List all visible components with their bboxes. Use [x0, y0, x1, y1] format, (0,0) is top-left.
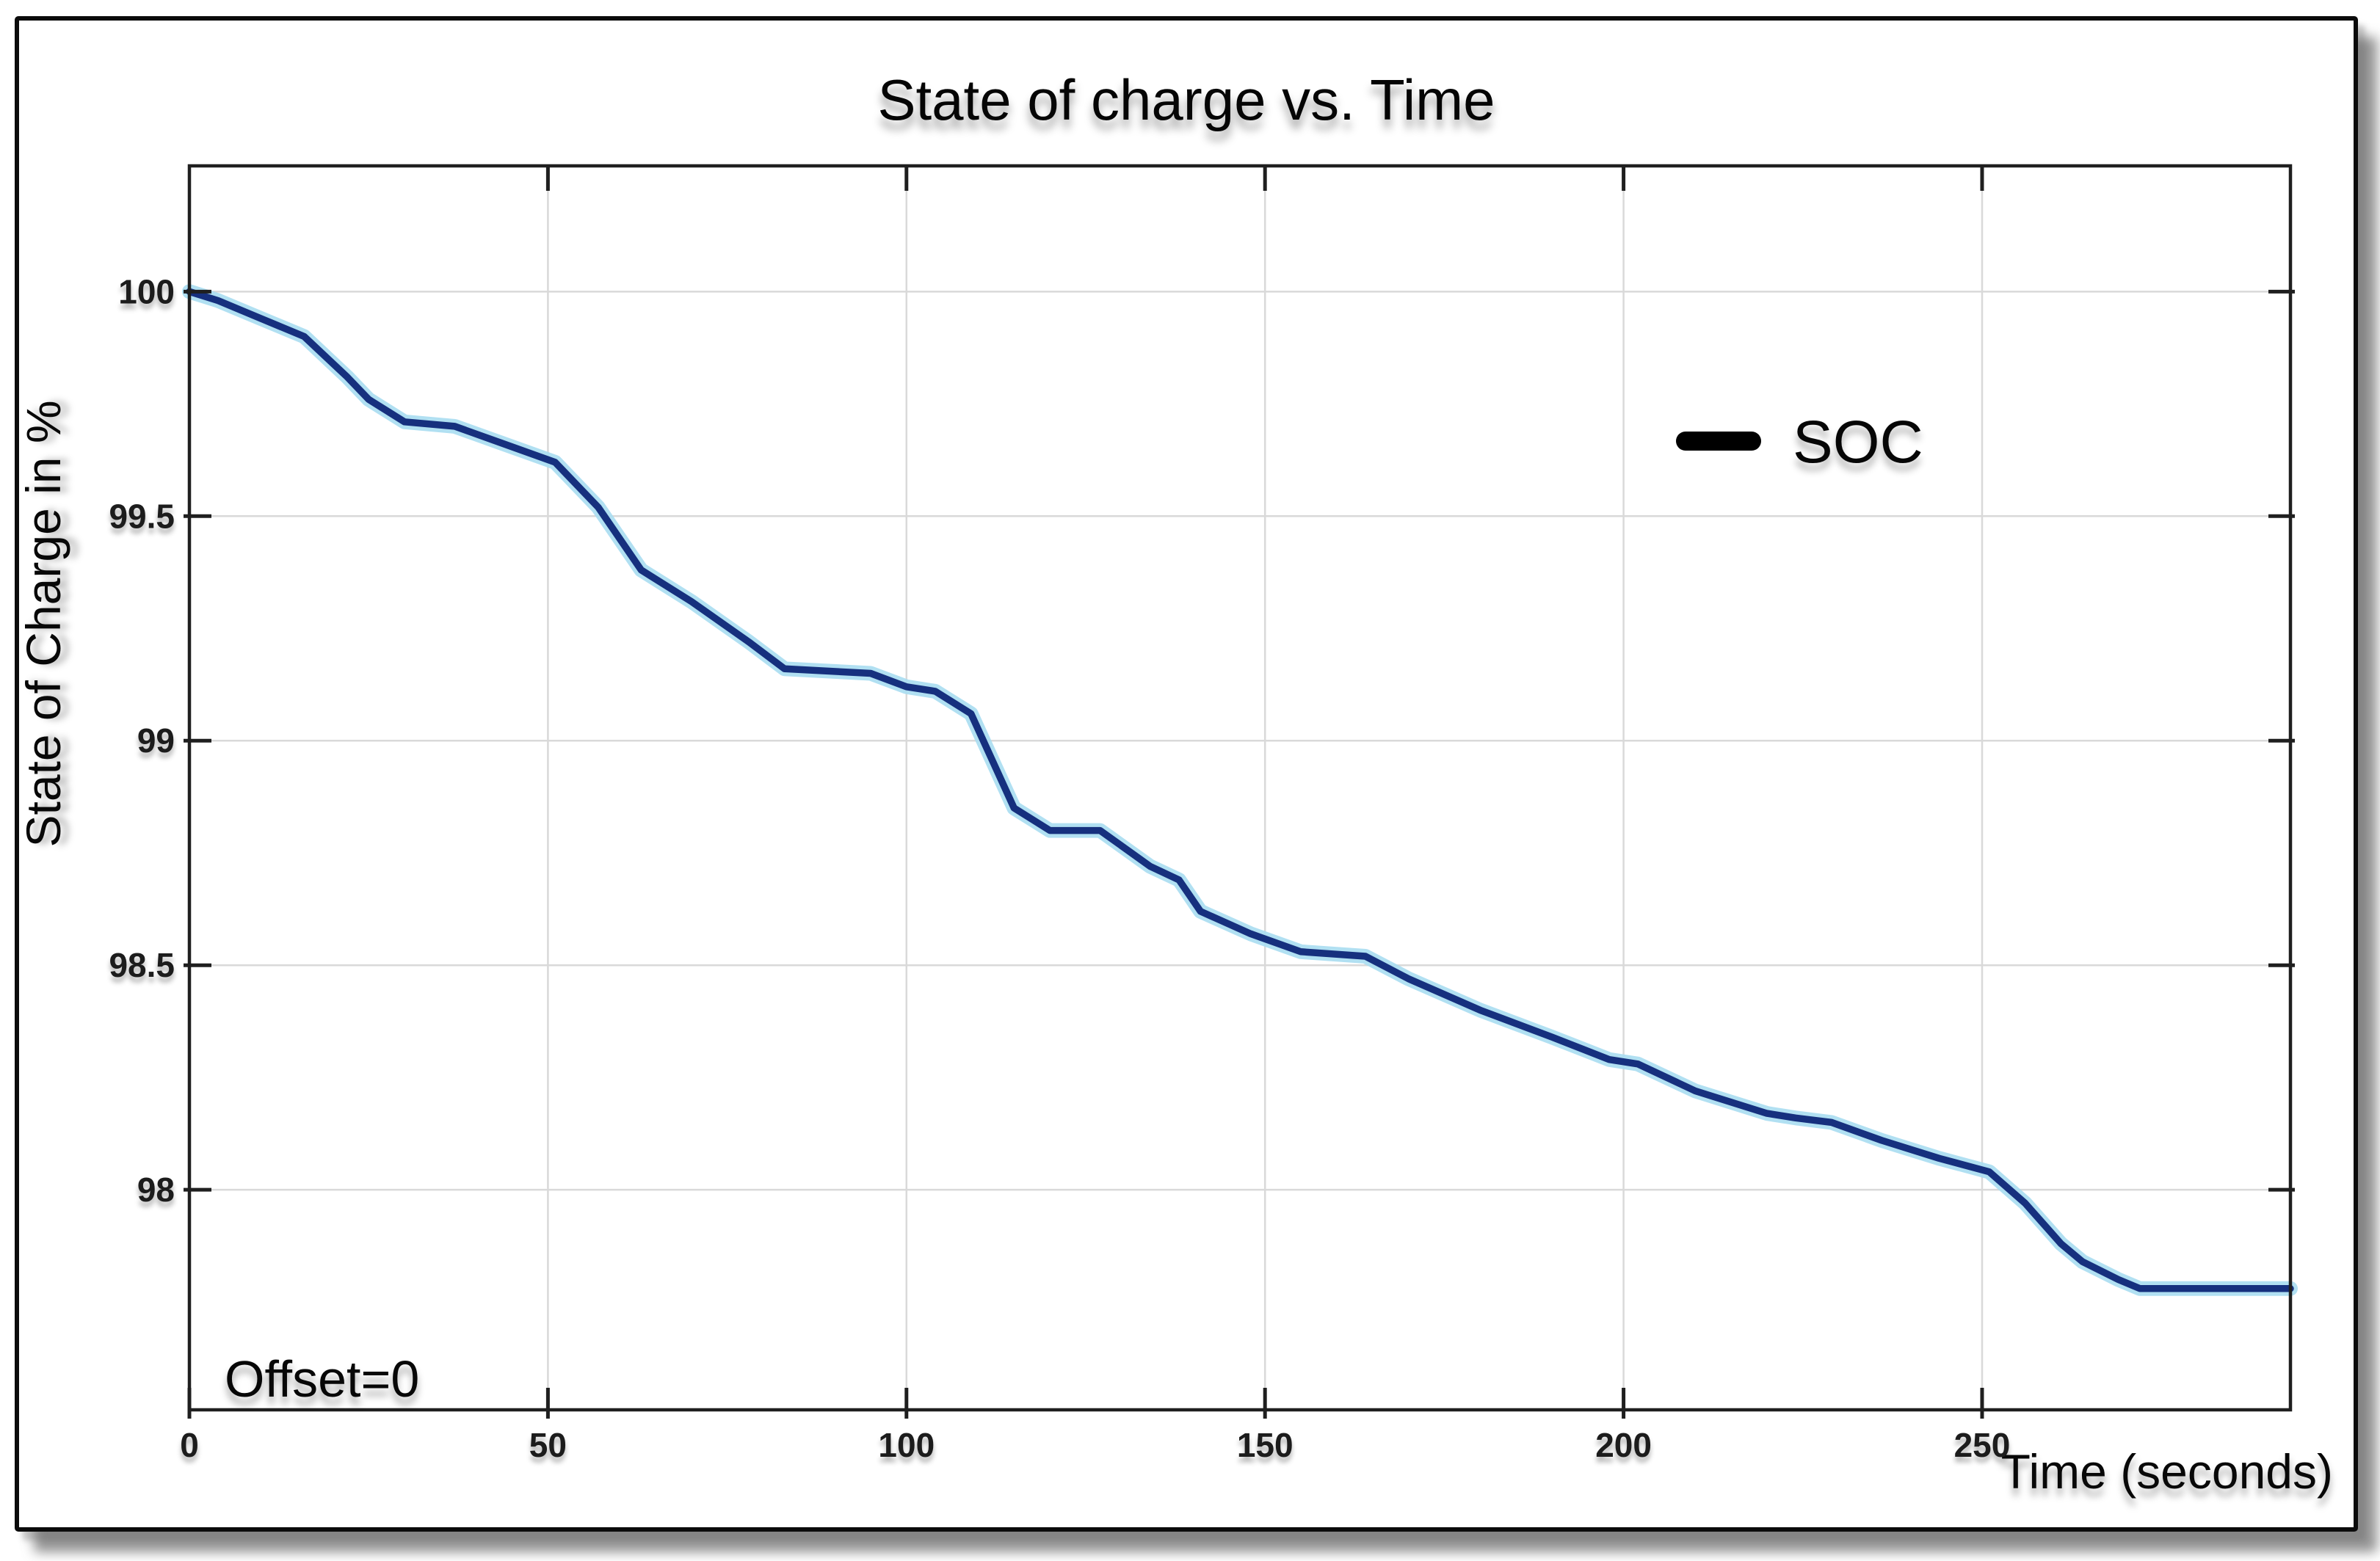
- gridlines: [189, 166, 2290, 1410]
- soc-chart: State of charge vs. Time State of Charge…: [19, 68, 2333, 1499]
- y-tick-label: 99.5: [109, 497, 175, 535]
- axis-ticks: [184, 166, 2295, 1419]
- x-tick-label: 150: [1237, 1426, 1294, 1464]
- legend-label: SOC: [1793, 409, 1923, 476]
- soc-curve-line: [186, 288, 2294, 1292]
- axes-border: [187, 164, 2293, 1412]
- x-tick-label: 250: [1954, 1426, 2011, 1464]
- x-tick-label: 0: [180, 1426, 199, 1464]
- offset-annotation: Offset=0: [225, 1350, 419, 1408]
- y-tick-label: 98: [137, 1171, 175, 1209]
- x-tick-label: 100: [878, 1426, 935, 1464]
- tick-labels: 0 50 100 150 200 250 98 98.5 99 99.5 100: [109, 272, 2010, 1464]
- x-axis-label: Time (seconds): [2001, 1444, 2333, 1499]
- soc-curve: [182, 284, 2298, 1296]
- x-tick-label: 50: [529, 1426, 567, 1464]
- y-tick-label: 98.5: [109, 946, 175, 984]
- x-tick-label: 200: [1595, 1426, 1652, 1464]
- y-axis-label: State of Charge in %: [19, 400, 70, 847]
- legend: SOC: [1676, 409, 1923, 476]
- y-tick-label: 100: [118, 272, 175, 310]
- figure-frame: State of charge vs. Time State of Charge…: [15, 16, 2358, 1532]
- chart-title: State of charge vs. Time: [877, 68, 1495, 132]
- y-tick-label: 99: [137, 721, 175, 760]
